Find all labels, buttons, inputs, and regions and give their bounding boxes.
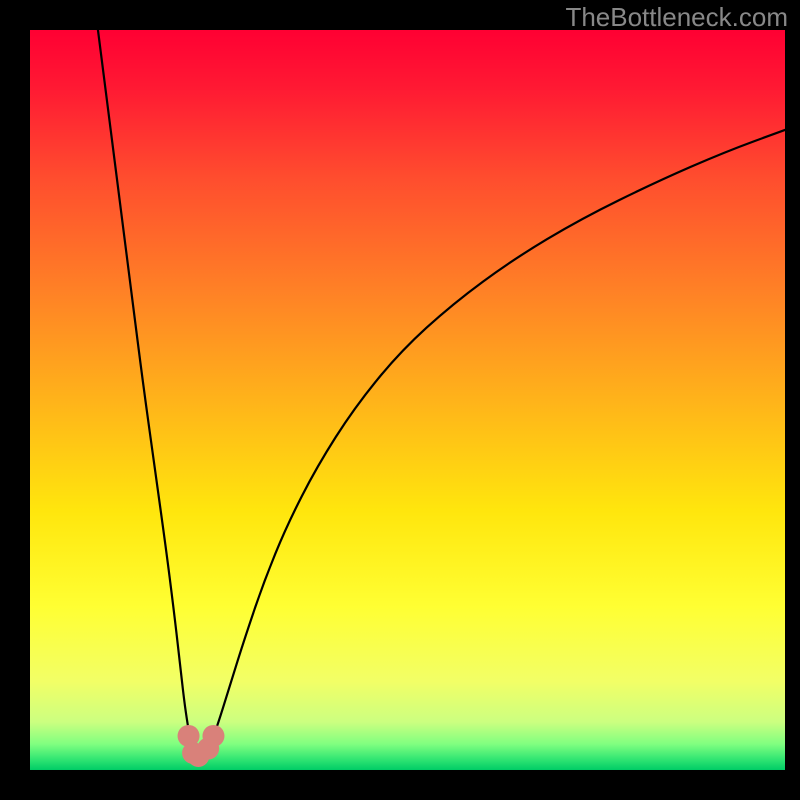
chart-plot-area bbox=[30, 30, 785, 770]
chart-svg bbox=[30, 30, 785, 770]
watermark-text: TheBottleneck.com bbox=[565, 2, 788, 33]
marker-point bbox=[202, 725, 224, 747]
gradient-background bbox=[30, 30, 785, 770]
